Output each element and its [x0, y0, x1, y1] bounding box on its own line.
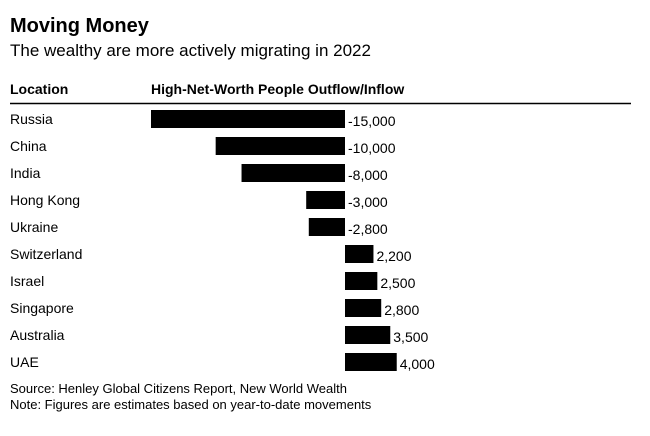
value-label: 2,200 [376, 248, 411, 264]
bar [241, 164, 345, 182]
bar [306, 191, 345, 209]
category-label: Australia [10, 327, 65, 343]
bar [151, 110, 345, 128]
source: Source: Henley Global Citizens Report, N… [10, 381, 347, 396]
value-label: -15,000 [348, 113, 396, 129]
category-label: Singapore [10, 300, 74, 316]
category-label: Switzerland [10, 246, 82, 262]
value-label: -8,000 [348, 167, 388, 183]
value-label: 3,500 [393, 329, 428, 345]
category-label: Russia [10, 111, 53, 127]
bar [215, 137, 345, 155]
chart-title: Moving Money [10, 15, 150, 37]
bar [345, 326, 391, 344]
category-label: India [10, 165, 41, 181]
value-label: 2,500 [380, 275, 415, 291]
bar [345, 353, 397, 371]
chart-subtitle: The wealthy are more actively migrating … [10, 41, 371, 60]
category-label: Hong Kong [10, 192, 80, 208]
category-label: China [10, 138, 47, 154]
bar [345, 272, 378, 290]
category-label: Israel [10, 273, 44, 289]
value-label: -2,800 [348, 221, 388, 237]
bar [308, 218, 345, 236]
bar [345, 245, 374, 263]
value-label: 2,800 [384, 302, 419, 318]
category-label: UAE [10, 354, 39, 370]
value-label: 4,000 [400, 356, 435, 372]
category-header: Location [10, 81, 68, 97]
bar [345, 299, 382, 317]
category-label: Ukraine [10, 219, 58, 235]
value-header: High-Net-Worth People Outflow/Inflow [151, 81, 404, 97]
value-label: -10,000 [348, 140, 396, 156]
note: Note: Figures are estimates based on yea… [10, 397, 372, 412]
value-label: -3,000 [348, 194, 388, 210]
